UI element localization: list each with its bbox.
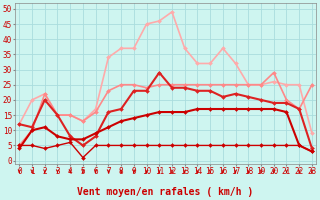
X-axis label: Vent moyen/en rafales ( km/h ): Vent moyen/en rafales ( km/h ) [77,187,254,197]
